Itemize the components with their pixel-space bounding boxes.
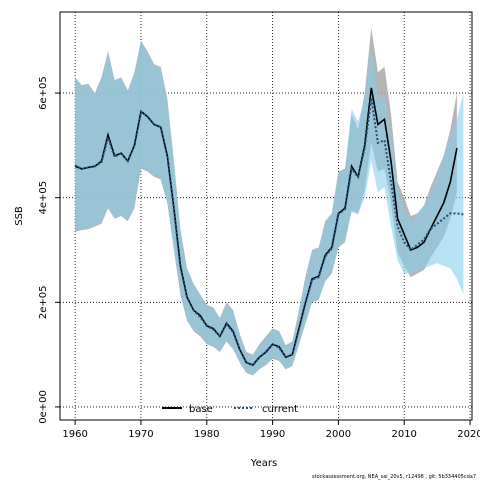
x-tick-label: 1990: [260, 429, 285, 440]
x-tick-label: 2010: [391, 429, 416, 440]
plot-frame: [59, 11, 473, 421]
x-tick-label: 1980: [194, 429, 219, 440]
y-tick-label: 6e+05: [38, 76, 49, 110]
x-tick-label: 2020: [457, 429, 480, 440]
legend-label-current: current: [262, 404, 298, 415]
legend: base current: [162, 404, 298, 415]
series-lines: [74, 87, 464, 367]
x-tick-label: 2000: [326, 429, 351, 440]
legend-label-base: base: [189, 404, 213, 415]
y-axis-ticks: 0e+00 2e+05 4e+05 6e+05: [38, 76, 60, 424]
y-tick-label: 2e+05: [38, 285, 49, 319]
y-axis-title: SSB: [14, 206, 25, 226]
x-axis-title: Years: [250, 458, 277, 469]
x-tick-label: 1960: [62, 429, 87, 440]
y-tick-label: 4e+05: [38, 181, 49, 215]
x-axis-ticks: 1960 1970 1980 1990 2000 2010 2020: [62, 420, 480, 440]
footnote: stockassessment.org, NEA_sai_20v5, r1249…: [312, 474, 476, 480]
x-tick-label: 1970: [128, 429, 153, 440]
y-tick-label: 0e+00: [38, 390, 49, 424]
